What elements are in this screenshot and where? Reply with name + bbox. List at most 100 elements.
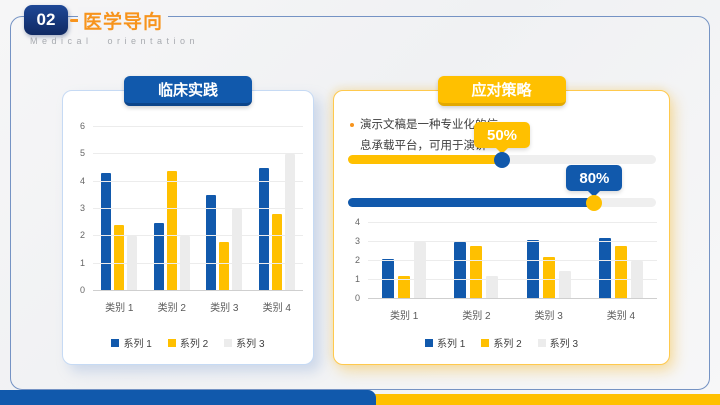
description-text: 演示文稿是一种专业化的信 息承载平台，可用于演讲 [350, 115, 520, 157]
bar-group [597, 223, 645, 299]
category-label: 类别 3 [210, 303, 239, 314]
category-label: 类别 4 [606, 311, 636, 322]
slider-knob[interactable] [494, 151, 510, 168]
bar [258, 168, 269, 291]
category-label: 类别 2 [157, 303, 186, 314]
y-tick-label: 6 [79, 121, 85, 131]
gridline [93, 262, 303, 264]
gridline [93, 126, 303, 127]
legend-swatch-icon [481, 338, 490, 347]
slider-callout: 50% [474, 122, 530, 154]
legend-item: 系列 2 [481, 335, 522, 350]
category-label: 类别 1 [105, 303, 134, 314]
footer-bar-blue [0, 390, 376, 405]
plot-area [368, 222, 657, 299]
slider-callout: 80% [566, 165, 623, 197]
bar [166, 170, 177, 291]
bar [542, 257, 555, 299]
category-label: 类别 4 [262, 303, 291, 314]
y-tick-label: 5 [79, 148, 85, 159]
bar [179, 236, 190, 291]
legend-item: 系列 3 [224, 335, 265, 350]
slider-fill [348, 198, 595, 207]
y-tick-label: 0 [79, 285, 85, 295]
plot-area [93, 126, 303, 291]
description-line-2: 息承载平台，可用于演讲 [360, 140, 487, 152]
gridline [368, 260, 657, 261]
bar [127, 236, 138, 291]
legend: 系列 1 系列 2 系列 3 [334, 335, 669, 350]
callout-tail-icon [587, 190, 602, 197]
legend-item: 系列 2 [167, 335, 209, 350]
y-tick-label: 4 [354, 217, 360, 227]
gridline [93, 153, 303, 155]
legend: 系列 1 系列 2 系列 3 [63, 335, 313, 350]
bar-group [257, 127, 296, 291]
bar [526, 240, 539, 299]
y-tick-label: 4 [79, 175, 85, 186]
legend-item: 系列 1 [111, 335, 152, 350]
bar [614, 245, 627, 299]
bar [558, 270, 571, 299]
y-tick-label: 0 [354, 293, 360, 303]
page-number-badge: 02 [24, 5, 68, 35]
bar-group [380, 223, 428, 299]
legend-label: 系列 2 [493, 339, 522, 350]
legend-label: 系列 3 [549, 339, 579, 350]
legend-swatch-icon [537, 338, 546, 347]
page-number: 02 [36, 10, 56, 29]
legend-label: 系列 2 [179, 339, 209, 350]
gridline [368, 298, 657, 299]
legend-item: 系列 3 [537, 335, 579, 350]
strategy-card: 应对策略 演示文稿是一种专业化的信 息承载平台，可用于演讲 50% 80% 0 1… [333, 76, 670, 365]
gridline [368, 279, 657, 280]
bar-group [152, 127, 191, 291]
slider-fill [348, 155, 502, 164]
category-axis: 类别 1 类别 2 类别 3 类别 4 [368, 307, 657, 322]
card-badge-clinical: 临床实践 [124, 76, 252, 106]
slider-track[interactable] [348, 198, 656, 207]
gridline [93, 180, 303, 182]
category-axis: 类别 1 类别 2 类别 3 类别 4 [93, 299, 303, 314]
bar [101, 173, 112, 291]
gridline [368, 241, 657, 242]
legend-swatch-icon [424, 338, 433, 347]
bar [598, 238, 611, 299]
bar [470, 245, 483, 299]
bullet-icon [350, 123, 354, 127]
slider-knob[interactable] [586, 194, 603, 211]
bar-group [205, 127, 244, 291]
bar [153, 222, 164, 291]
legend-swatch-icon [224, 338, 233, 347]
legend-swatch-icon [167, 338, 176, 347]
description-line-1: 演示文稿是一种专业化的信 [360, 119, 498, 131]
bar [414, 242, 427, 299]
slide-title: 医学导向 [78, 7, 169, 34]
footer-bar-yellow [370, 394, 720, 405]
y-tick-label: 3 [354, 236, 360, 246]
callout-tail-icon [495, 147, 509, 154]
y-tick-label: 2 [354, 255, 360, 265]
legend-label: 系列 1 [123, 339, 152, 350]
legend-swatch-icon [111, 338, 120, 347]
bar-group [100, 127, 139, 291]
bars-layer [368, 223, 657, 299]
category-label: 类别 1 [389, 311, 419, 322]
bar [284, 154, 295, 291]
bar-group [525, 223, 573, 299]
slide-subtitle: Medical orientation [30, 36, 200, 46]
y-tick-label: 3 [79, 203, 85, 213]
y-tick-label: 1 [79, 257, 85, 268]
y-tick-label: 2 [79, 230, 85, 241]
category-label: 类别 2 [462, 311, 491, 322]
bar [630, 261, 643, 299]
bar [398, 276, 411, 299]
gridline [93, 208, 303, 209]
legend-label: 系列 3 [236, 339, 265, 350]
progress-slider-80: 80% [348, 161, 656, 211]
title-dash-icon [70, 19, 79, 22]
progress-slider-50: 50% [348, 118, 656, 168]
card-badge-strategy: 应对策略 [437, 76, 566, 106]
gridline [368, 222, 657, 223]
bar-group [452, 223, 500, 299]
